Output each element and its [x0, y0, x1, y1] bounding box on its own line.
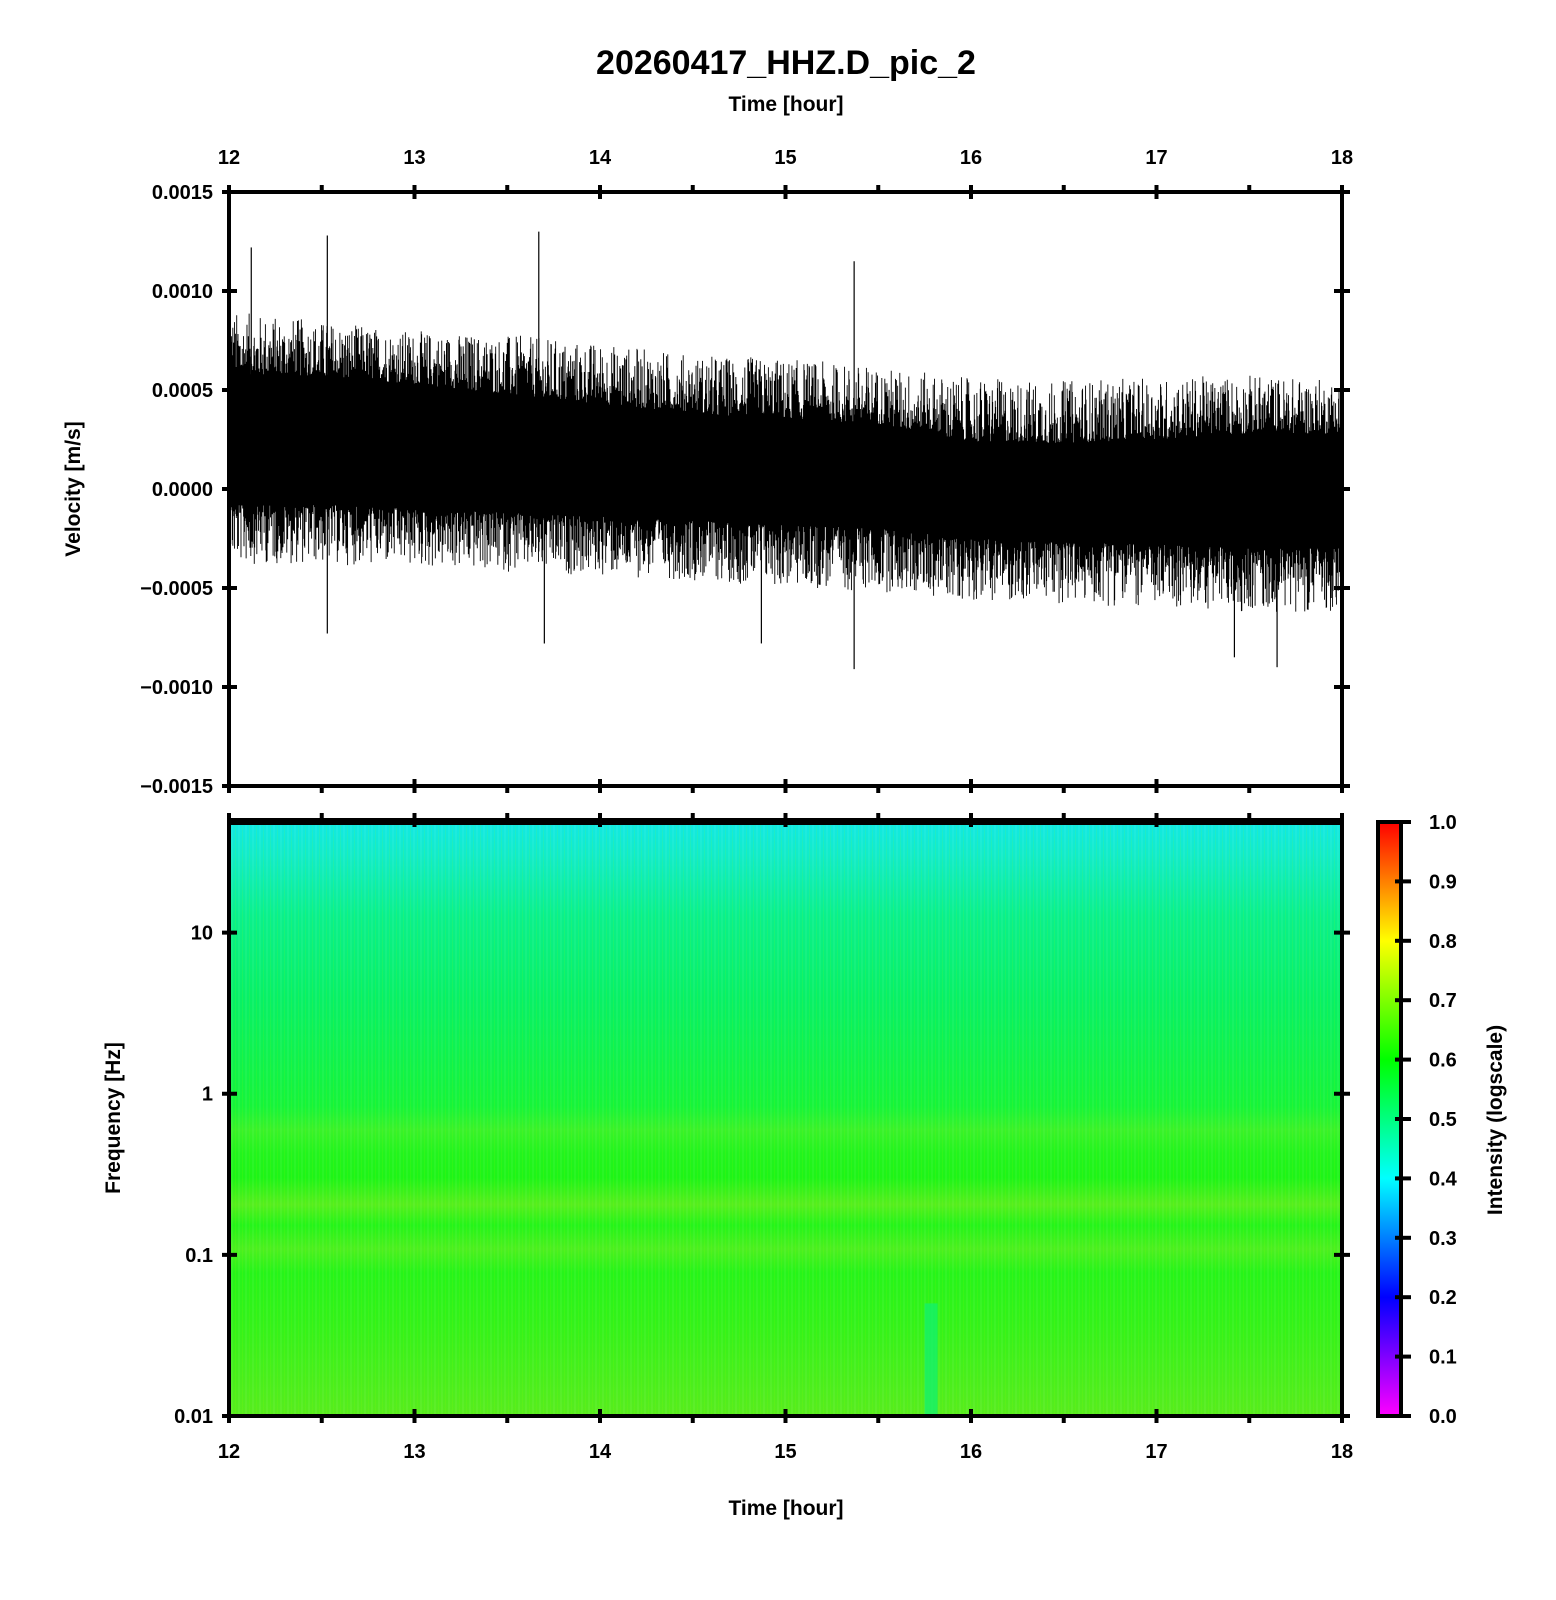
waveform-y-tick-label: −0.0010	[140, 677, 213, 699]
waveform-x-tick-label: 13	[403, 147, 425, 169]
spectrogram-y-tick-label: 0.01	[174, 1406, 213, 1428]
spectrogram-low-band	[924, 1303, 938, 1416]
chart-title: 20260417_HHZ.D_pic_2	[596, 44, 976, 82]
waveform-y-tick-label: −0.0015	[140, 776, 213, 798]
top-x-axis-label: Time [hour]	[728, 93, 843, 116]
waveform-x-tick-label: 17	[1145, 147, 1167, 169]
spectrogram-y-ticks: 10 1 0.1 0.01	[174, 923, 1350, 1428]
velocity-trace-core	[229, 374, 1342, 549]
velocity-axis-label: Velocity [m/s]	[62, 421, 85, 556]
spectrogram-y-tick-label: 10	[191, 923, 213, 945]
waveform-panel: 12 13 14 15 16 17 18 0.0015 0.0010 0.0005 0.0000 −…	[62, 147, 1353, 798]
spectrogram-x-tick-label: 17	[1145, 1441, 1167, 1463]
colorbar-tick-label: 0.9	[1429, 871, 1457, 893]
colorbar-tick-label: 0.0	[1429, 1406, 1457, 1428]
spectrogram-x-tick-label: 16	[960, 1441, 982, 1463]
waveform-y-tick-label: 0.0010	[152, 281, 213, 303]
spectrogram-x-tick-label: 15	[774, 1441, 796, 1463]
waveform-x-tick-label: 16	[960, 147, 982, 169]
colorbar-tick-label: 0.6	[1429, 1050, 1457, 1072]
waveform-x-ticks: 12 13 14 15 16 17 18	[218, 147, 1353, 793]
spectrogram-x-tick-label: 12	[218, 1441, 240, 1463]
waveform-y-ticks: 0.0015 0.0010 0.0005 0.0000 −0.0005 −0.0010 −0…	[140, 182, 1350, 798]
frequency-axis-label: Frequency [Hz]	[102, 1042, 125, 1194]
waveform-x-tick-label: 12	[218, 147, 240, 169]
colorbar-tick-label: 0.4	[1429, 1168, 1458, 1190]
colorbar-tick-label: 0.2	[1429, 1287, 1457, 1309]
waveform-y-tick-label: 0.0005	[152, 380, 213, 402]
spectrogram-x-ticks: 12 13 14 15 16 17 18	[218, 813, 1353, 1463]
colorbar: 1.0 0.9 0.8 0.7 0.6 0.5 0.4 0.3 0.2 0.1 0.0 Intens…	[1376, 812, 1507, 1428]
spectrogram-y-tick-label: 0.1	[185, 1245, 213, 1267]
waveform-x-tick-label: 15	[774, 147, 796, 169]
spectrogram-x-tick-label: 13	[403, 1441, 425, 1463]
waveform-y-tick-label: 0.0000	[152, 479, 213, 501]
waveform-x-tick-label: 14	[589, 147, 612, 169]
spectrogram-texture	[229, 820, 1342, 1416]
colorbar-tick-label: 0.5	[1429, 1109, 1457, 1131]
waveform-x-tick-label: 18	[1331, 147, 1353, 169]
spectrogram-panel: 12 13 14 15 16 17 18 10 1 0.1 0.01 Frequency [Hz]…	[102, 813, 1353, 1520]
spectrogram-y-tick-label: 1	[202, 1084, 213, 1106]
spectrogram-x-tick-label: 18	[1331, 1441, 1353, 1463]
colorbar-ticks: 1.0 0.9 0.8 0.7 0.6 0.5 0.4 0.3 0.2 0.1 0.0	[1395, 812, 1458, 1428]
colorbar-tick-label: 0.8	[1429, 931, 1457, 953]
colorbar-tick-label: 1.0	[1429, 812, 1457, 834]
waveform-y-tick-label: 0.0015	[152, 182, 213, 204]
colorbar-tick-label: 0.1	[1429, 1347, 1457, 1369]
spectrogram-x-tick-label: 14	[589, 1441, 612, 1463]
velocity-trace	[229, 231, 1342, 670]
colorbar-label: Intensity (logscale)	[1484, 1025, 1507, 1215]
spectrogram-features	[924, 1303, 938, 1416]
bottom-x-axis-label: Time [hour]	[728, 1497, 843, 1520]
colorbar-tick-label: 0.3	[1429, 1228, 1457, 1250]
waveform-y-tick-label: −0.0005	[140, 578, 213, 600]
colorbar-tick-label: 0.7	[1429, 990, 1457, 1012]
